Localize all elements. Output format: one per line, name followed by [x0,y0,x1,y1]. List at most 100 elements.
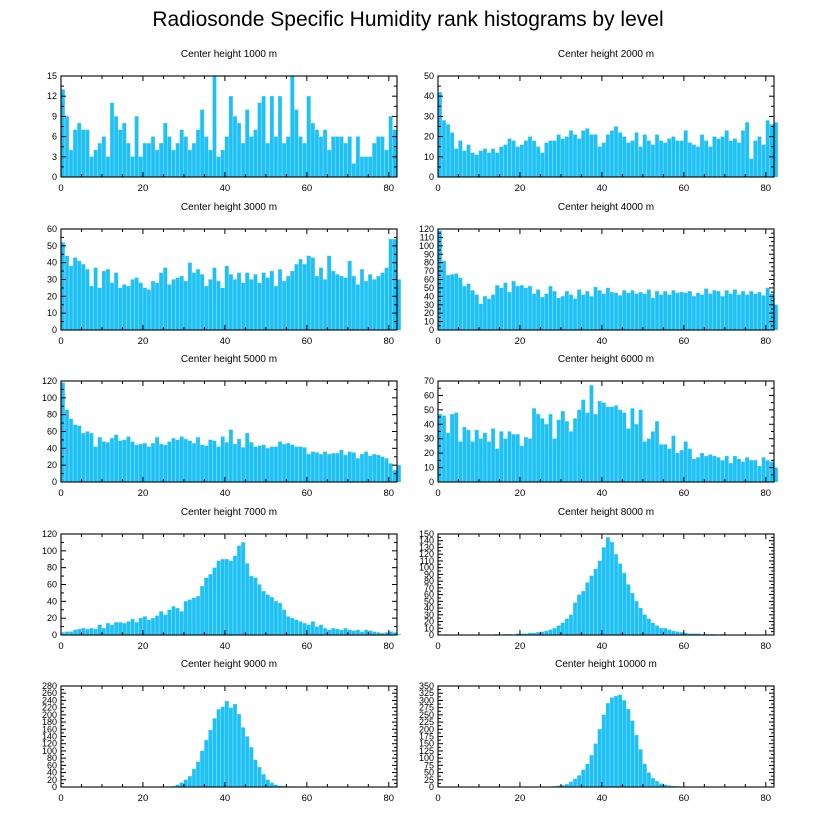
histogram-bar [716,291,721,331]
histogram-bar [671,136,676,178]
x-tick-label: 40 [597,641,608,652]
histogram-bar [585,291,590,331]
y-tick-label: 10 [424,152,434,162]
histogram-bar [339,275,344,331]
histogram-bar [491,148,496,178]
x-tick-label: 20 [138,793,149,804]
histogram-bar [634,734,639,788]
histogram-bar [331,453,336,483]
x-tick-label: 20 [515,183,526,194]
histogram-bar [573,778,578,788]
histogram-bar [728,293,733,331]
histogram-bar [634,132,639,178]
histogram-bar [753,460,758,483]
histogram-bar [355,284,360,331]
histogram-bar [667,138,672,178]
histogram-bar [630,593,635,636]
x-tick-label: 0 [58,641,63,652]
y-tick-label: 20 [47,460,57,470]
histogram-bar [487,441,492,483]
histogram-bar [691,458,696,483]
histogram-bar [146,143,151,178]
histogram-bar [278,602,283,636]
histogram-bar [736,294,741,331]
histogram-bar [191,272,196,331]
x-tick-label: 60 [302,793,313,804]
histogram-bar [630,140,635,178]
histogram-bar [749,291,754,331]
histogram-bar [179,782,184,788]
histogram-bar [487,298,492,331]
histogram-bar [220,287,225,331]
histogram-bar [138,443,143,483]
y-tick-label: 175 [419,732,434,742]
histogram-bar [146,446,151,483]
histogram-bar [384,267,389,331]
histogram-bar [273,601,278,636]
histogram-bar [380,272,385,331]
histogram-bar [618,132,623,178]
histogram-bar [101,136,106,178]
histogram-bar [691,144,696,178]
y-tick-label: 20 [424,448,434,458]
histogram-bar [609,291,614,331]
histogram-bar [564,421,569,483]
histogram-bar [150,281,155,331]
histogram-bar [122,623,127,636]
y-tick-label: 10 [424,463,434,473]
y-tick-label: 100 [419,753,434,763]
histogram-bar [232,555,237,636]
histogram-bar [388,238,393,331]
histogram-bar [650,297,655,331]
histogram-bar [511,140,516,178]
histogram-bar [196,761,201,788]
histogram-bar [73,424,78,483]
histogram-bar [265,277,270,331]
histogram-bar [282,281,287,331]
histogram-bar [683,292,688,331]
y-tick-label: 10 [47,308,57,318]
histogram-bar [548,286,553,331]
histogram-bar [577,594,582,636]
histogram-bar [237,272,242,331]
histogram-bar [724,290,729,331]
histogram-bar [626,292,631,331]
x-tick-label: 40 [220,793,231,804]
histogram-bar [523,140,528,178]
histogram-bar [663,291,668,331]
histogram-bar [724,455,729,483]
histogram-bar [163,267,168,331]
y-tick-label: 50 [424,283,434,293]
panel-title: Center height 8000 m [558,507,654,518]
histogram-bar [212,75,217,178]
histogram-bar [630,408,635,483]
histogram-bar [298,259,303,331]
histogram-bar [245,433,250,483]
histogram-bar [351,452,356,483]
histogram-bar [163,444,168,483]
histogram-bar [548,629,553,636]
histogram-bar [85,129,90,178]
histogram-panel: Center height 9000 m0 20 40 60 8002040608010… [42,659,398,804]
histogram-bar [339,449,344,483]
y-tick-label: 120 [42,376,57,386]
histogram-bar [212,267,217,331]
histogram-bar [495,448,500,483]
histogram-bar [773,304,778,331]
histogram-bar [536,289,541,331]
histogram-bar [241,282,246,331]
histogram-bar [470,152,475,178]
histogram-bar [593,743,598,788]
histogram-bar [462,150,467,178]
histogram-bar [544,630,549,636]
histogram-bar [265,143,270,178]
histogram-bar [179,611,184,636]
histogram-bar [372,279,377,331]
panel-title: Center height 10000 m [555,659,657,670]
histogram-panel: Center height 3000 m 0 20 40 60 80 0 10 20 30 40 50… [47,202,401,347]
histogram-bar [564,291,569,331]
histogram-bar [646,618,651,636]
histogram-bar [446,432,451,483]
histogram-bar [589,385,594,483]
histogram-bar [179,275,184,331]
